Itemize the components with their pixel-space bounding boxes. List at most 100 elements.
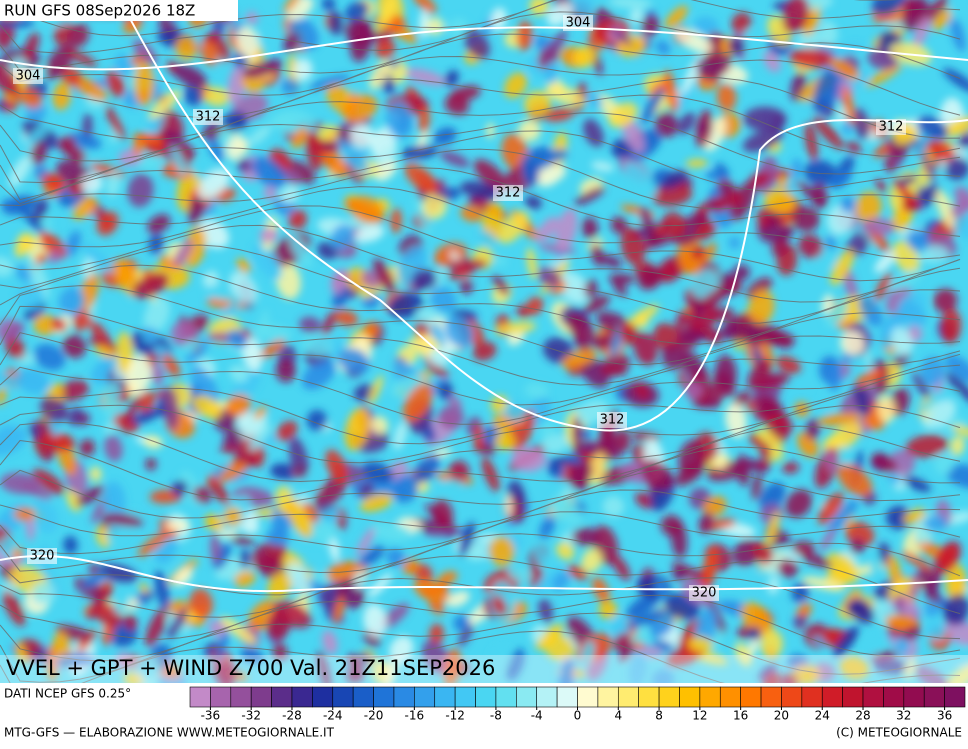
- field-cell: [873, 659, 910, 674]
- colorbar-swatch: [332, 686, 354, 708]
- field-cell: [612, 555, 631, 581]
- field-cell: [360, 493, 393, 512]
- field-cell: [213, 543, 231, 570]
- field-cell: [566, 313, 595, 343]
- streamline: [0, 511, 961, 574]
- field-cell: [219, 462, 248, 482]
- field-cell: [492, 595, 507, 616]
- field-cell: [13, 507, 36, 521]
- field-cell: [106, 70, 126, 98]
- colorbar-swatch: [516, 686, 538, 708]
- field-cell: [279, 185, 300, 204]
- field-cell: [418, 106, 430, 134]
- field-cell: [402, 383, 434, 423]
- streamline: [0, 305, 961, 386]
- field-cell: [940, 308, 962, 344]
- streamline: [0, 446, 961, 519]
- field-cell: [547, 462, 562, 476]
- field-cell: [30, 141, 47, 165]
- field-cell: [524, 90, 551, 117]
- field-cell: [771, 239, 790, 257]
- field-cell: [229, 271, 258, 304]
- field-cell: [652, 183, 693, 207]
- field-cell: [504, 72, 528, 99]
- field-cell: [22, 121, 52, 150]
- field-cell: [412, 0, 437, 14]
- field-cell: [51, 317, 67, 332]
- field-cell: [390, 208, 402, 234]
- field-cell: [678, 331, 706, 343]
- colorbar-swatch: [740, 686, 762, 708]
- field-cell: [504, 401, 526, 422]
- field-cell: [685, 159, 708, 168]
- field-cell: [322, 630, 338, 655]
- field-cell: [333, 596, 345, 624]
- colorbar-tick-label: -4: [531, 709, 543, 723]
- field-cell: [0, 256, 14, 277]
- field-cell: [258, 29, 271, 47]
- field-cell: [233, 570, 256, 588]
- field-cell: [654, 112, 679, 138]
- field-cell: [103, 481, 126, 521]
- field-cell: [915, 568, 942, 590]
- streamline: [0, 76, 961, 140]
- field-cell: [346, 665, 365, 683]
- field-cell: [370, 522, 413, 542]
- streamline: [0, 364, 961, 445]
- field-cell: [34, 164, 47, 179]
- field-cell: [620, 227, 646, 266]
- contour: [0, 554, 968, 593]
- field-cell: [758, 663, 777, 681]
- field-cell: [250, 540, 287, 570]
- field-cell: [508, 568, 533, 582]
- field-cell: [281, 168, 302, 186]
- field-cell: [792, 615, 806, 625]
- field-cell: [897, 300, 927, 327]
- field-cell: [940, 416, 966, 434]
- field-cell: [447, 394, 463, 409]
- streamline: [0, 186, 961, 260]
- colorbar-swatch: [475, 686, 497, 708]
- field-cell: [105, 105, 126, 141]
- field-cell: [581, 639, 595, 666]
- field-cell: [543, 148, 568, 163]
- colorbar-tick-label: 0: [574, 709, 582, 723]
- field-cell: [534, 544, 547, 569]
- field-cell: [677, 112, 695, 135]
- field-cell: [253, 406, 267, 420]
- colorbar-swatch: [862, 686, 884, 708]
- field-cell: [545, 84, 585, 106]
- field-cell: [96, 211, 119, 236]
- field-cell: [269, 114, 298, 132]
- field-cell: [443, 648, 461, 683]
- field-cell: [322, 0, 336, 11]
- field-cell: [864, 635, 881, 655]
- field-cell: [236, 26, 259, 59]
- field-cell: [210, 533, 221, 564]
- colorbar-swatch: [597, 686, 619, 708]
- field-cell: [633, 332, 658, 366]
- field-cell: [192, 395, 222, 419]
- field-cell: [291, 127, 308, 149]
- field-cell: [344, 407, 370, 451]
- field-cell: [428, 377, 449, 396]
- field-cell: [792, 206, 820, 232]
- colorbar-swatch: [210, 686, 232, 708]
- field-cell: [703, 116, 727, 152]
- streamline: [0, 533, 961, 596]
- field-cell: [341, 94, 378, 123]
- field-cell: [533, 164, 567, 186]
- field-cell: [62, 535, 79, 554]
- field-cell: [325, 449, 349, 484]
- field-cell: [193, 486, 212, 504]
- run-label: RUN GFS 08Sep2026 18Z: [4, 2, 195, 20]
- field-cell: [825, 300, 848, 327]
- field-cell: [561, 348, 597, 369]
- streamline: [0, 264, 961, 345]
- field-cell: [459, 279, 473, 294]
- field-cell: [389, 635, 414, 664]
- title-band: [0, 655, 968, 683]
- contour-label: 304: [16, 69, 41, 84]
- field-cell: [359, 545, 385, 567]
- colorbar-swatch: [414, 686, 436, 708]
